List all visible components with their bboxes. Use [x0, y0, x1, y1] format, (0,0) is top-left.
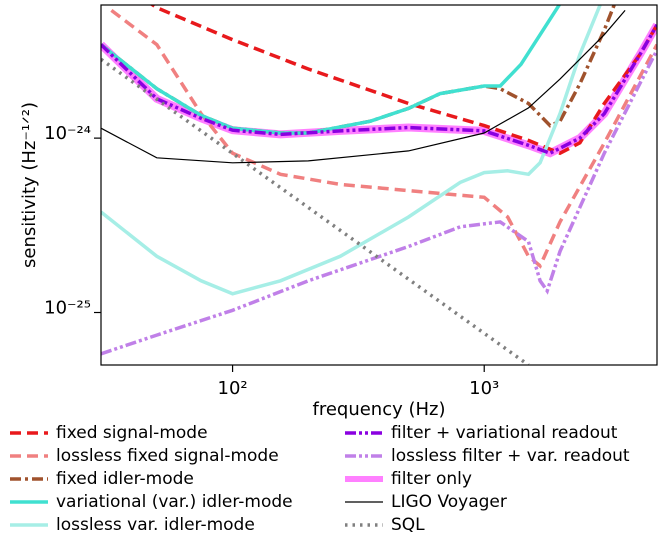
- series-line: [101, 5, 562, 135]
- legend-label: lossless fixed signal-mode: [56, 446, 279, 466]
- plot-area: [101, 5, 657, 365]
- legend-label: lossless filter + var. readout: [391, 446, 630, 466]
- legend-label: variational (var.) idler-mode: [56, 492, 293, 512]
- legend-label: LIGO Voyager: [391, 492, 507, 512]
- series-line: [101, 10, 626, 164]
- series-line: [101, 5, 617, 135]
- series-line: [101, 24, 657, 156]
- legend-label: SQL: [391, 515, 425, 535]
- legend-label: filter + variational readout: [391, 423, 618, 443]
- series-line: [101, 57, 530, 365]
- y-tick-label: 10⁻²⁴: [44, 123, 91, 144]
- series-line: [110, 9, 657, 269]
- x-tick-label: 10²: [218, 378, 248, 399]
- x-tick-label: 10³: [469, 378, 499, 399]
- legend-label: lossless var. idler-mode: [56, 515, 255, 535]
- axes-frame: [100, 4, 658, 366]
- legend-label: fixed idler-mode: [56, 469, 194, 489]
- y-tick-label: 10⁻²⁵: [44, 298, 91, 319]
- legend-label: fixed signal-mode: [56, 423, 208, 443]
- x-axis-label: frequency (Hz): [312, 399, 445, 420]
- y-axis-label: sensitivity (Hz⁻¹ᐟ²): [19, 102, 40, 268]
- series-line: [101, 49, 657, 356]
- series-line: [101, 5, 602, 296]
- legend-label: filter only: [391, 469, 472, 489]
